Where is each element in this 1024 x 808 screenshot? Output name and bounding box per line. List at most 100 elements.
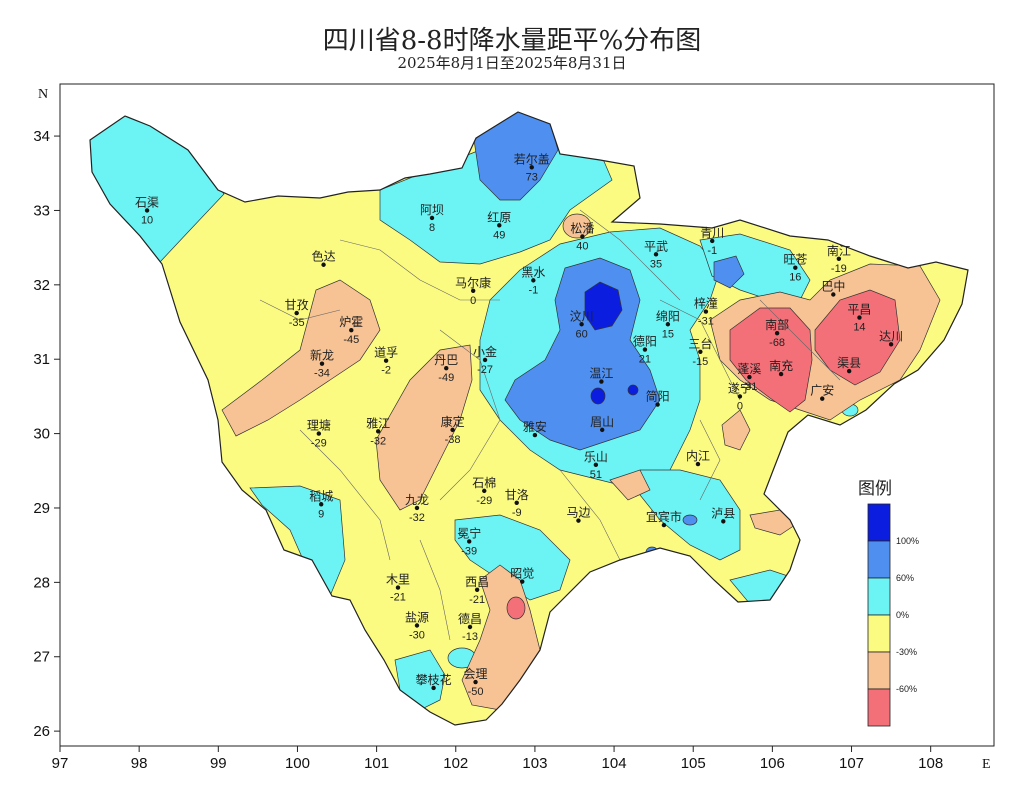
station-name: 攀枝花	[416, 672, 452, 687]
station-marker[interactable]: 马尔康 0	[455, 275, 491, 307]
station-value: -49	[438, 372, 454, 384]
station-marker[interactable]: 梓潼 -31	[694, 296, 718, 328]
station-marker[interactable]: 九龙 -32	[405, 493, 429, 524]
station-name: 温江	[589, 367, 613, 381]
station-marker[interactable]: 甘洛 -9	[505, 487, 529, 519]
station-marker[interactable]: 雅江 -32	[366, 415, 390, 447]
station-marker[interactable]: 内江	[686, 449, 710, 467]
station-name: 丹巴	[434, 353, 458, 367]
station-marker[interactable]: 石渠 10	[135, 195, 159, 226]
station-marker[interactable]: 三台 -15	[688, 336, 712, 368]
station-marker[interactable]: 绵阳 15	[656, 309, 680, 340]
station-dot-icon	[774, 330, 780, 336]
station-marker[interactable]: 石棉 -29	[472, 476, 496, 507]
station-value: -39	[461, 545, 477, 557]
station-marker[interactable]: 黑水 -1	[521, 265, 545, 296]
station-value: -15	[692, 356, 708, 368]
legend-label: 100%	[896, 536, 919, 546]
station-dot-icon	[414, 623, 420, 628]
station-marker[interactable]: 小金 -27	[473, 344, 497, 376]
station-dot-icon	[531, 278, 536, 283]
station-marker[interactable]: 南充	[769, 358, 793, 377]
station-value: -30	[409, 630, 425, 642]
station-marker[interactable]: 甘孜 -35	[285, 298, 309, 329]
station-marker[interactable]: 遂宁 0	[728, 380, 752, 412]
station-marker[interactable]: 松潘 40	[570, 221, 594, 252]
station-value: -31	[741, 381, 757, 393]
station-dot-icon	[470, 288, 476, 293]
x-tick-label: 108	[918, 755, 943, 772]
station-marker[interactable]: 巴中	[821, 279, 845, 297]
red-spot-xichang	[506, 596, 526, 620]
station-name: 甘孜	[285, 298, 309, 312]
station-marker[interactable]: 蓬溪 -31	[737, 362, 761, 393]
station-marker[interactable]: 德昌 -13	[458, 611, 482, 643]
station-marker[interactable]: 平昌 14	[847, 303, 871, 334]
station-marker[interactable]: 道孚 -2	[374, 346, 398, 377]
legend-label: -30%	[896, 647, 917, 657]
station-marker[interactable]: 西昌 -21	[465, 575, 489, 606]
station-marker[interactable]: 青川 -1	[700, 226, 724, 257]
station-value: -68	[769, 337, 785, 349]
station-name: 若尔盖	[514, 151, 550, 166]
station-dot-icon	[655, 402, 660, 407]
station-marker[interactable]: 若尔盖 73	[514, 151, 550, 183]
station-marker[interactable]: 达川	[879, 329, 903, 347]
x-tick-label: 107	[839, 755, 864, 772]
station-marker[interactable]: 马边	[566, 506, 590, 523]
station-marker[interactable]: 红原 49	[487, 209, 511, 241]
legend: 图例 100% 60% 0% -30% -60%	[858, 479, 919, 727]
station-value: 10	[141, 214, 153, 226]
station-marker[interactable]: 木里 -21	[386, 573, 410, 604]
station-marker[interactable]: 昭觉	[510, 567, 534, 584]
station-marker[interactable]: 阿坝 8	[420, 203, 444, 234]
station-dot-icon	[857, 315, 862, 320]
station-marker[interactable]: 稻城 9	[309, 489, 333, 520]
station-dot-icon	[721, 519, 726, 524]
station-marker[interactable]: 康定 -38	[441, 414, 465, 446]
station-name: 昭觉	[510, 567, 534, 581]
station-marker[interactable]: 乐山 51	[584, 450, 608, 481]
station-name: 冕宁	[457, 525, 481, 540]
station-marker[interactable]: 汶川 60	[570, 308, 594, 340]
station-marker[interactable]: 会理 -50	[464, 667, 488, 698]
station-marker[interactable]: 广安	[810, 383, 834, 401]
darkblue-spot-2	[627, 384, 639, 396]
station-name: 西昌	[465, 575, 489, 589]
station-marker[interactable]: 新龙 -34	[310, 348, 334, 380]
station-marker[interactable]: 渠县	[837, 356, 861, 374]
station-marker[interactable]: 盐源 -30	[405, 611, 429, 642]
station-marker[interactable]: 宜宾市	[646, 509, 682, 528]
station-marker[interactable]: 炉霍 -45	[339, 315, 363, 346]
station-marker[interactable]: 旺苍 16	[783, 253, 807, 284]
station-marker[interactable]: 冕宁 -39	[457, 525, 481, 557]
station-marker[interactable]: 理塘 -29	[307, 418, 331, 450]
station-marker[interactable]: 南江 -19	[827, 243, 851, 275]
y-tick-label: 33	[33, 202, 50, 219]
station-name: 泸县	[711, 506, 735, 520]
station-marker[interactable]: 色达	[312, 250, 336, 267]
station-marker[interactable]: 南部 -68	[765, 317, 789, 349]
station-marker[interactable]: 简阳	[646, 390, 670, 407]
station-dot-icon	[831, 292, 836, 297]
station-name: 道孚	[374, 346, 398, 360]
station-name: 眉山	[590, 415, 614, 429]
station-dot-icon	[375, 429, 381, 434]
station-value: -38	[445, 434, 461, 446]
y-tick-label: 32	[33, 277, 50, 294]
station-marker[interactable]: 泸县	[711, 506, 735, 524]
station-marker[interactable]: 眉山	[590, 415, 614, 433]
station-value: -9	[512, 507, 522, 519]
station-marker[interactable]: 温江	[589, 367, 613, 384]
blue-spot-2	[682, 514, 698, 526]
station-name: 稻城	[309, 489, 333, 503]
legend-label: 60%	[896, 573, 914, 583]
station-marker[interactable]: 雅安	[523, 419, 547, 438]
station-marker[interactable]: 丹巴 -49	[434, 353, 458, 384]
x-tick-label: 106	[760, 755, 785, 772]
station-dot-icon	[698, 349, 703, 354]
station-marker[interactable]: 德阳 21	[633, 334, 657, 366]
station-marker[interactable]: 平武 35	[644, 239, 668, 270]
station-marker[interactable]: 攀枝花	[416, 672, 452, 691]
station-value: -27	[477, 364, 493, 376]
